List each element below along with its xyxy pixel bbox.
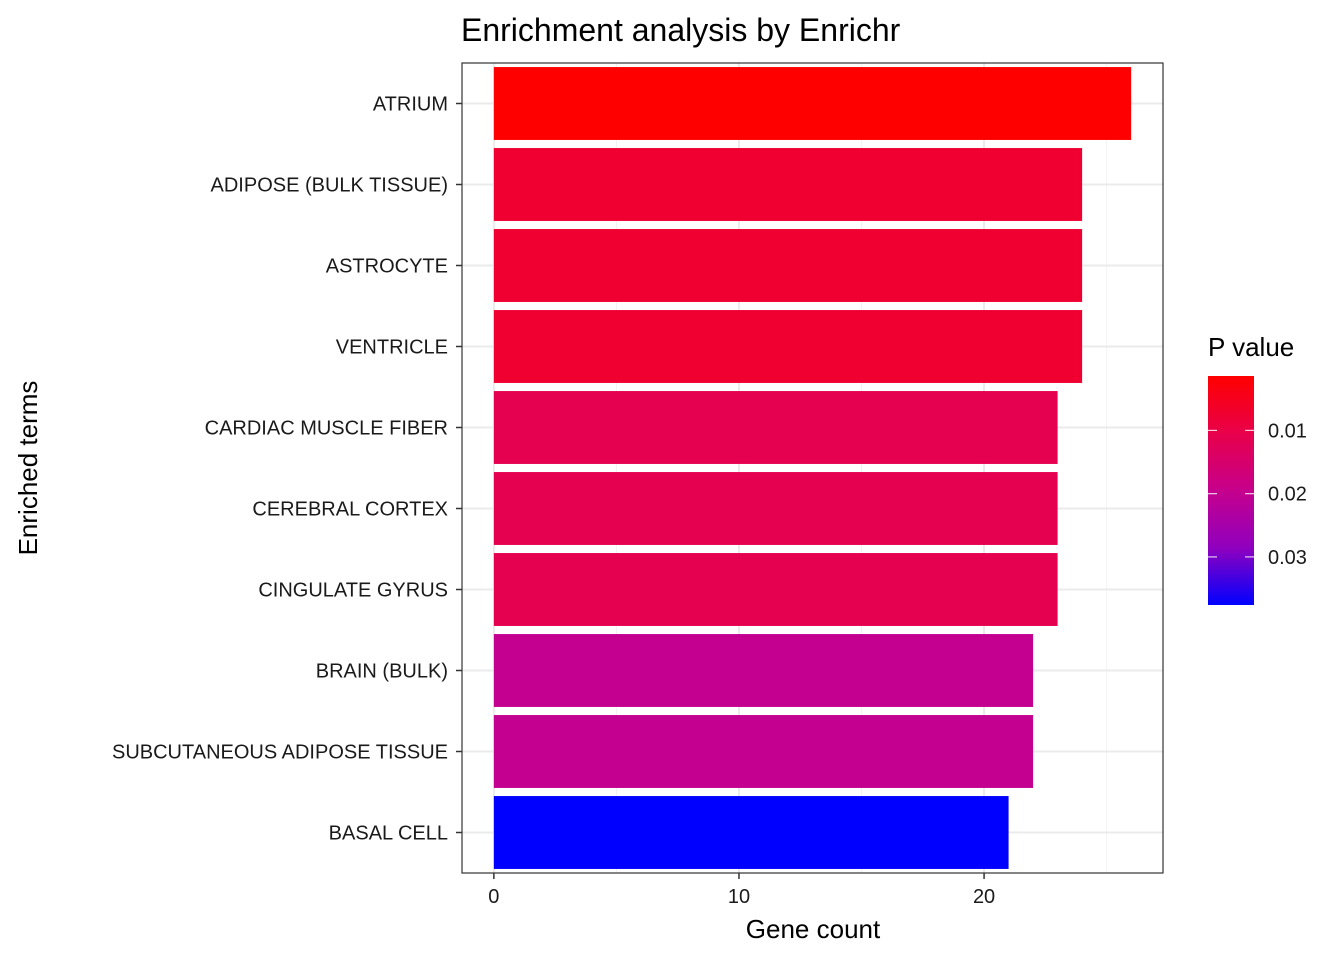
bar xyxy=(493,310,1083,383)
legend-tick-label: 0.02 xyxy=(1268,484,1307,506)
panel-border xyxy=(461,62,1164,874)
y-tick-label: ASTROCYTE xyxy=(326,256,448,278)
y-tick-label: BRAIN (BULK) xyxy=(316,661,448,683)
bar xyxy=(493,67,1132,140)
bar xyxy=(493,472,1058,545)
bar xyxy=(493,229,1083,302)
legend: P value 0.01 0.02 0.03 xyxy=(1208,332,1307,605)
legend-title: P value xyxy=(1208,332,1294,362)
bar xyxy=(493,553,1058,626)
y-tick-label: SUBCUTANEOUS ADIPOSE TISSUE xyxy=(112,742,448,764)
y-tick-label: BASAL CELL xyxy=(329,823,448,845)
y-tick-label: CINGULATE GYRUS xyxy=(258,580,448,602)
y-tick-label: CARDIAC MUSCLE FIBER xyxy=(205,418,448,440)
bar xyxy=(493,796,1009,869)
bars xyxy=(493,67,1132,869)
y-axis-title: Enriched terms xyxy=(13,381,43,556)
bar xyxy=(493,715,1034,788)
x-axis: 0 10 20 xyxy=(488,873,995,908)
y-tick-label: CEREBRAL CORTEX xyxy=(252,499,448,521)
chart-title: Enrichment analysis by Enrichr xyxy=(461,12,901,48)
bar xyxy=(493,634,1034,707)
x-tick-label: 10 xyxy=(728,886,750,908)
legend-tick-label: 0.03 xyxy=(1268,547,1307,569)
y-axis: ATRIUM ADIPOSE (BULK TISSUE) ASTROCYTE VENT… xyxy=(112,94,462,845)
x-tick-label: 0 xyxy=(488,886,499,908)
x-axis-title: Gene count xyxy=(746,914,881,944)
y-tick-label: VENTRICLE xyxy=(336,337,448,359)
y-tick-label: ADIPOSE (BULK TISSUE) xyxy=(211,175,448,197)
x-tick-label: 20 xyxy=(973,886,995,908)
y-tick-label: ATRIUM xyxy=(373,94,448,116)
bar xyxy=(493,148,1083,221)
legend-colorbar xyxy=(1208,376,1254,605)
legend-tick-label: 0.01 xyxy=(1268,420,1307,442)
bar xyxy=(493,391,1058,464)
